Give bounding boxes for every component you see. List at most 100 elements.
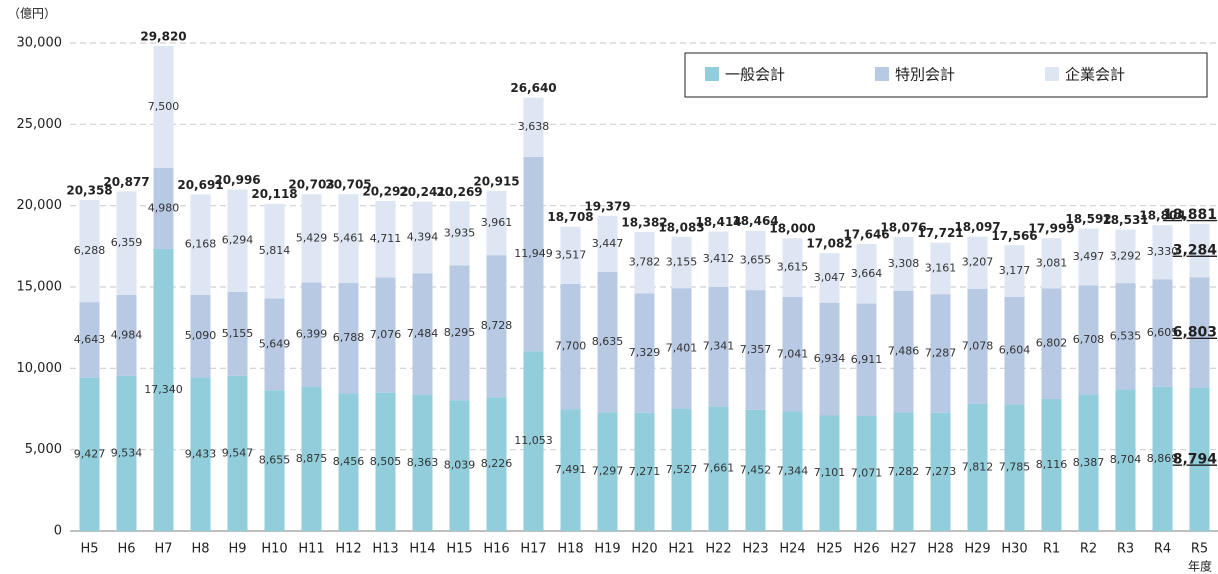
total-label: 20,703 [288, 178, 334, 192]
value-label: 9,534 [111, 446, 143, 459]
bar-segment [301, 282, 322, 387]
bar-segment [782, 297, 803, 412]
bar-segment [782, 238, 803, 298]
bar-segment [1004, 404, 1025, 531]
x-tick-label: H14 [409, 542, 435, 557]
value-label: 3,292 [1110, 249, 1142, 262]
value-label: 8,456 [333, 455, 365, 468]
x-tick-label: R2 [1080, 542, 1097, 557]
y-tick-label: 15,000 [17, 280, 63, 295]
value-label: 7,484 [407, 327, 439, 340]
bar-segment [264, 298, 285, 391]
value-label: 7,500 [148, 100, 180, 113]
bar-segment [79, 199, 100, 303]
x-tick-label: H30 [1001, 542, 1027, 557]
value-label: 8,875 [296, 452, 328, 465]
bar-segment [930, 242, 951, 295]
y-tick-label: 5,000 [25, 442, 62, 457]
value-label: 8,295 [444, 326, 476, 339]
value-label: 7,273 [925, 465, 957, 478]
x-tick-label: H28 [927, 542, 953, 557]
bar-segment [1115, 389, 1136, 531]
x-tick-label: H20 [631, 542, 657, 557]
bar-segment [486, 190, 507, 256]
bar-segment [597, 271, 618, 413]
value-label: 7,700 [555, 340, 587, 353]
bar-segment [116, 191, 137, 295]
total-label: 20,691 [177, 178, 223, 192]
value-label: 6,708 [1073, 333, 1105, 346]
x-tick-label: H9 [228, 542, 246, 557]
value-label: 7,329 [629, 346, 661, 359]
value-label: 8,704 [1110, 453, 1142, 466]
bar-segment [967, 288, 988, 404]
value-label: 9,433 [185, 447, 217, 460]
bar-segment [190, 377, 211, 531]
total-label: 17,999 [1028, 222, 1074, 236]
bar-segment [782, 411, 803, 531]
value-label: 7,041 [777, 347, 809, 360]
bar-segment [264, 390, 285, 531]
total-label: 26,640 [510, 81, 556, 95]
value-label: 8,794 [1173, 451, 1218, 467]
value-label: 8,116 [1036, 458, 1068, 471]
bar-segment [1078, 394, 1099, 531]
value-label: 6,535 [1110, 329, 1142, 342]
value-label: 3,655 [740, 253, 772, 266]
bar-segment [671, 408, 692, 531]
value-label: 7,076 [370, 328, 402, 341]
bar-segment [190, 194, 211, 295]
bar-segment [708, 406, 729, 531]
value-label: 6,911 [851, 353, 883, 366]
value-label: 8,505 [370, 455, 402, 468]
value-label: 3,330 [1147, 245, 1179, 258]
value-label: 3,161 [925, 261, 957, 274]
x-tick-label: H25 [816, 542, 842, 557]
x-tick-label: R4 [1154, 542, 1171, 557]
y-tick-label: 25,000 [17, 117, 63, 132]
value-label: 7,785 [999, 461, 1031, 474]
total-label: 20,705 [325, 178, 371, 192]
value-label: 4,980 [148, 201, 180, 214]
total-label: 20,358 [66, 183, 112, 197]
total-label: 18,382 [621, 215, 667, 229]
x-tick-label: H13 [372, 542, 398, 557]
value-label: 6,788 [333, 331, 365, 344]
value-label: 7,101 [814, 466, 846, 479]
bar-segment [819, 253, 840, 303]
value-label: 9,427 [74, 447, 106, 460]
total-label: 18,414 [695, 215, 741, 229]
value-label: 8,387 [1073, 456, 1105, 469]
x-tick-label: H11 [298, 542, 324, 557]
x-tick-label: H19 [594, 542, 620, 557]
total-label: 20,877 [103, 175, 149, 189]
value-label: 7,401 [666, 341, 698, 354]
bar-segment [153, 167, 174, 249]
value-label: 7,297 [592, 465, 624, 478]
y-tick-label: 30,000 [17, 36, 63, 51]
bar-segment [819, 415, 840, 531]
value-label: 9,547 [222, 446, 254, 459]
value-label: 7,071 [851, 466, 883, 479]
value-label: 7,452 [740, 463, 772, 476]
value-label: 5,814 [259, 244, 291, 257]
bar-segment [560, 283, 581, 410]
value-label: 6,399 [296, 328, 328, 341]
x-tick-label: H5 [80, 542, 98, 557]
total-label: 17,082 [806, 237, 852, 251]
total-label: 20,241 [399, 185, 445, 199]
x-tick-label: H18 [557, 542, 583, 557]
total-label: 18,000 [769, 222, 815, 236]
legend-swatch [705, 67, 719, 81]
value-label: 4,394 [407, 230, 439, 243]
value-label: 3,081 [1036, 256, 1068, 269]
value-label: 3,412 [703, 252, 735, 265]
bar-segment [412, 201, 433, 274]
x-tick-label: H29 [964, 542, 990, 557]
value-label: 7,527 [666, 463, 698, 476]
y-axis-label: （億円） [8, 7, 56, 21]
value-label: 6,359 [111, 236, 143, 249]
value-label: 11,949 [514, 247, 553, 260]
bar-segment [856, 243, 877, 304]
value-label: 6,803 [1173, 325, 1217, 341]
